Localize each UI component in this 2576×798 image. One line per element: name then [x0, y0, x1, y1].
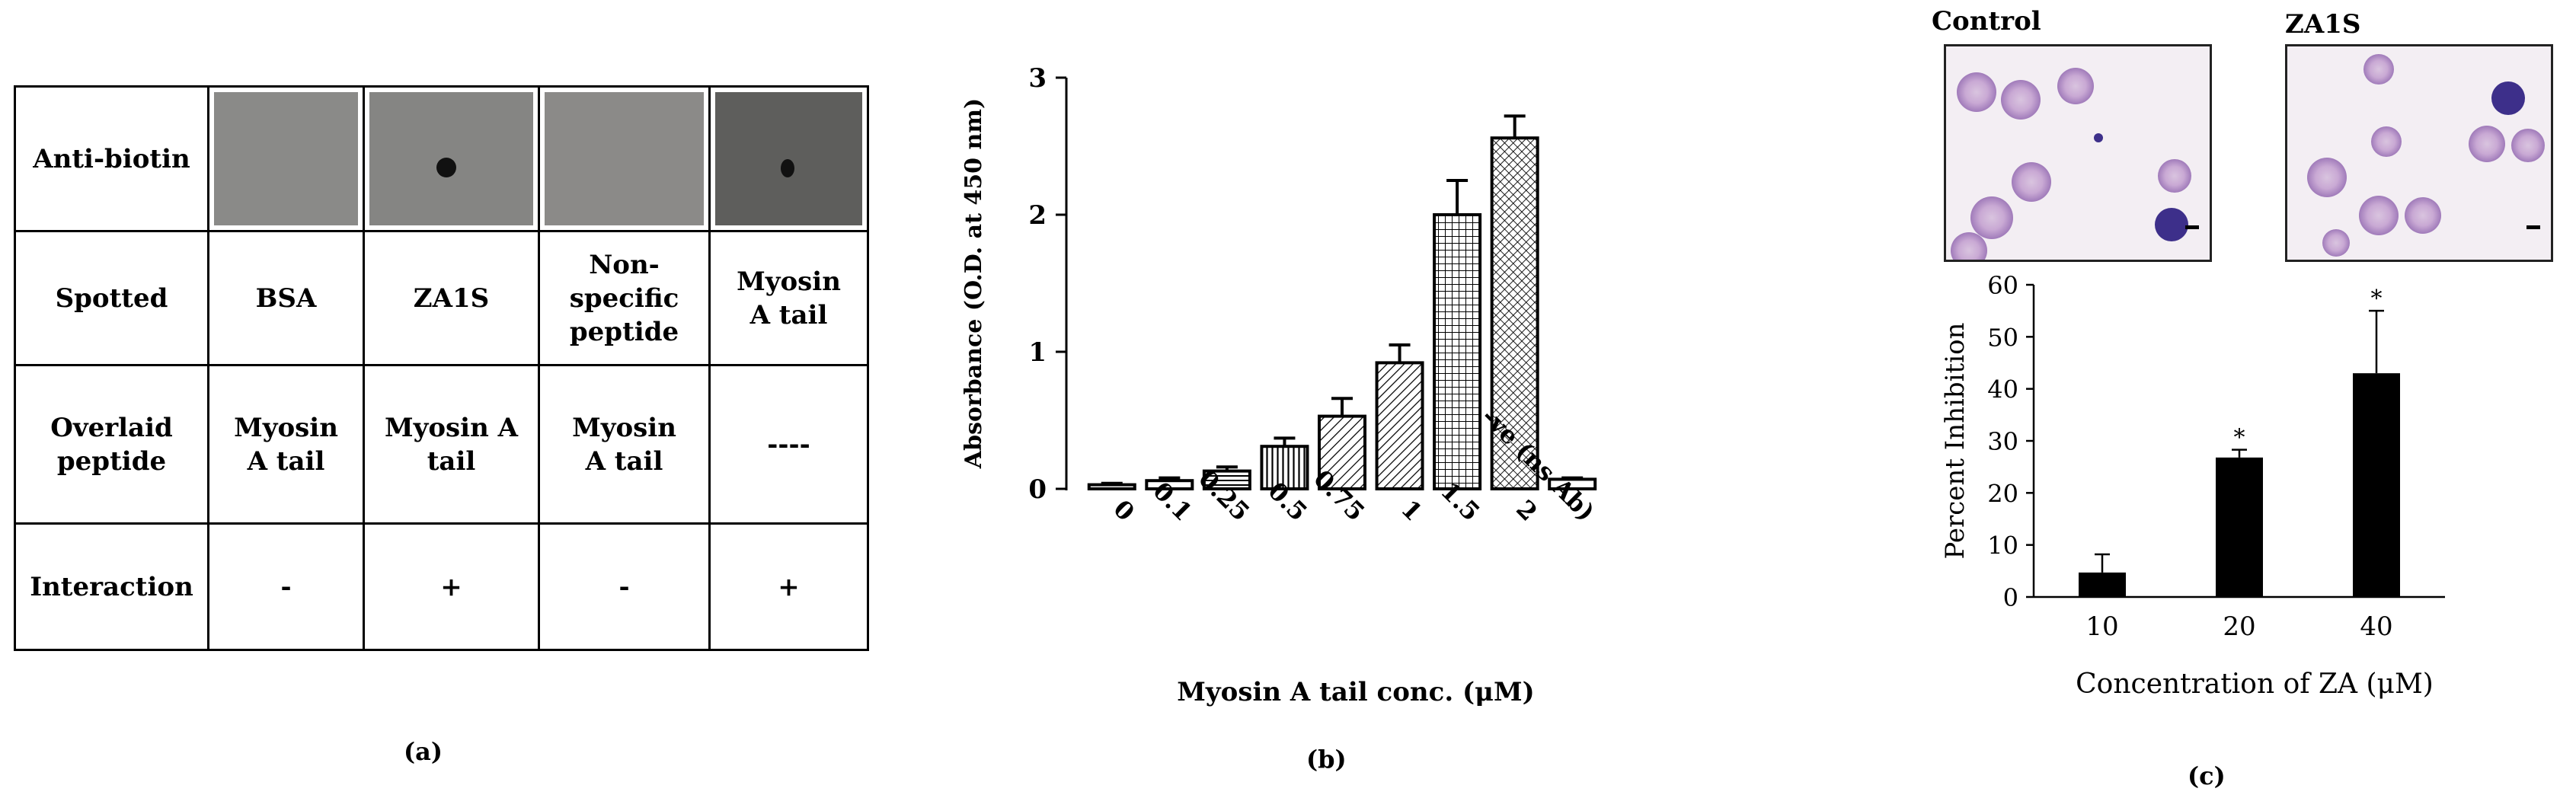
scale-bar [2185, 225, 2199, 229]
bar [1087, 483, 1136, 490]
table-row: Overlaid peptide Myosin A tail Myosin A … [14, 364, 869, 525]
blot-spot [436, 158, 456, 177]
table-cell: Non-specific peptide [538, 230, 711, 366]
red-blood-cell [2405, 197, 2441, 234]
blot-za1s [363, 85, 540, 232]
table-cell: Myosin A tail [708, 230, 869, 366]
table-row: Spotted BSA ZA1S Non-specific peptide My… [14, 230, 869, 366]
y-tick-label: 40 [1987, 375, 2018, 404]
blot-myosin [708, 85, 869, 232]
y-tick-label: 2 [1028, 200, 1047, 231]
bar [2353, 373, 2400, 597]
y-axis-label: Absorbance (O.D. at 450 nm) [960, 98, 987, 469]
table-cell: ZA1S [363, 230, 540, 366]
chart-b-bars [1087, 114, 1597, 491]
y-tick-label: 0 [1028, 474, 1047, 505]
y-tick-label: 10 [1987, 531, 2018, 560]
red-blood-cell [1951, 232, 1987, 260]
red-blood-cell [2012, 162, 2051, 202]
chart-b-axes: 0 1 2 3 [1028, 63, 1068, 505]
table-cell: Myosin A tail [207, 364, 365, 525]
bar [1375, 361, 1424, 490]
caption-c: (c) [2188, 761, 2226, 790]
chart-c: 0 10 20 30 40 50 60 Percent Inhibition Concentr… [1940, 271, 2445, 700]
table-cell: - [207, 522, 365, 651]
x-tick-label: 2 [1510, 494, 1543, 527]
table-cell: + [363, 522, 540, 651]
chart-c-labels: Percent Inhibition Concentration of ZA (μ… [1940, 286, 2434, 700]
significance-marker: * [2371, 286, 2383, 312]
chart-c-bars [2079, 309, 2400, 597]
caption-a: (a) [404, 737, 443, 766]
x-tick-label: 0 [1107, 494, 1140, 527]
infected-cell [2158, 159, 2191, 193]
table-cell: BSA [207, 230, 365, 366]
infected-cell [1970, 196, 2013, 239]
x-tick-label: 1 [1395, 494, 1428, 527]
row-header-spotted: Spotted [14, 230, 209, 366]
table-cell: ---- [708, 364, 869, 525]
infected-cell [2001, 80, 2041, 120]
blot-bsa [207, 85, 365, 232]
infected-cell [2359, 196, 2399, 235]
x-tick-label: 40 [2360, 611, 2392, 642]
infected-cell [1957, 72, 1996, 112]
table-row: Interaction - + - + [14, 522, 869, 651]
blot-nonspecific [538, 85, 711, 232]
red-blood-cell [2057, 68, 2094, 104]
chart-b: 0 1 2 3 Absorbance (O.D. at 450 nm) Myosin A… [960, 63, 1600, 707]
blot-image-nonspecific [545, 92, 704, 225]
table-cell: - [538, 522, 711, 651]
y-tick-label: 1 [1028, 337, 1047, 368]
interaction-table: Anti-biotin Spotted BSA ZA1S Non-specifi… [14, 85, 869, 651]
caption-b: (b) [1306, 745, 1347, 774]
significance-marker: * [2234, 425, 2245, 452]
y-tick-label: 3 [1028, 63, 1047, 94]
red-blood-cell [2371, 126, 2402, 157]
infected-cell [2491, 81, 2525, 115]
bar [1318, 414, 1366, 491]
x-tick-label: 20 [2223, 611, 2255, 642]
red-blood-cell [2322, 229, 2350, 257]
micrograph-za1s [2285, 44, 2553, 262]
table-cell: Myosin A tail [538, 364, 711, 525]
table-row: Anti-biotin [14, 85, 869, 232]
blot-image-myosin [715, 92, 862, 225]
red-blood-cell [2511, 129, 2545, 162]
y-tick-label: 30 [1987, 427, 2018, 456]
image-label-control: Control [1932, 6, 2041, 37]
y-tick-label: 0 [2003, 583, 2018, 612]
scale-bar [2526, 225, 2540, 229]
bar [1490, 136, 1539, 490]
bar [1433, 213, 1482, 490]
table-cell: Myosin A tail [363, 364, 540, 525]
micrograph-control [1944, 44, 2212, 262]
red-blood-cell [2307, 158, 2347, 197]
x-tick-label: 10 [2085, 611, 2118, 642]
row-header-anti-biotin: Anti-biotin [14, 85, 209, 232]
blot-image-za1s [369, 92, 533, 225]
x-axis-label: Concentration of ZA (μM) [2076, 669, 2434, 700]
image-label-za1s: ZA1S [2285, 9, 2361, 40]
bar [2216, 457, 2263, 597]
y-tick-label: 20 [1987, 479, 2018, 508]
red-blood-cell [2363, 54, 2394, 85]
blot-image-bsa [214, 92, 358, 225]
infected-cell [2155, 208, 2188, 241]
y-tick-label: 50 [1987, 323, 2018, 352]
bar [2079, 572, 2126, 597]
x-axis-label: Myosin A tail conc. (μM) [1177, 677, 1534, 707]
infected-cell [2469, 126, 2505, 162]
row-header-interaction: Interaction [14, 522, 209, 651]
blot-spot [781, 159, 794, 177]
table-cell: + [708, 522, 869, 651]
y-tick-label: 60 [1987, 271, 2018, 300]
infected-cell [2094, 133, 2103, 142]
y-axis-label: Percent Inhibition [1940, 323, 1970, 560]
row-header-overlaid: Overlaid peptide [14, 364, 209, 525]
